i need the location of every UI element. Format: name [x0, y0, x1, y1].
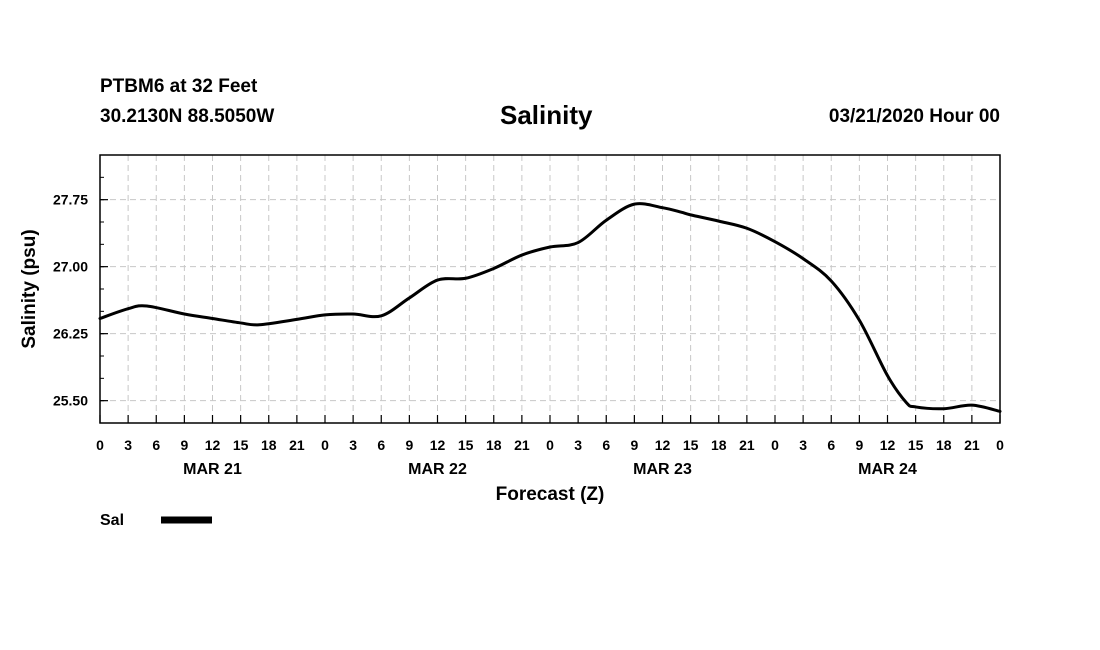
x-tick-label: 3 [799, 437, 807, 453]
y-tick-label: 26.25 [53, 326, 88, 342]
x-tick-label: 9 [630, 437, 638, 453]
series-group [98, 202, 1002, 413]
x-tick-label: 9 [855, 437, 863, 453]
x-tick-label: 12 [880, 437, 896, 453]
x-tick-label: 6 [377, 437, 385, 453]
x-axis-label: Forecast (Z) [496, 484, 605, 505]
x-tick-label: 0 [996, 437, 1004, 453]
x-tick-label: 15 [683, 437, 699, 453]
x-tick-label: 18 [711, 437, 727, 453]
x-tick-label: 0 [321, 437, 329, 453]
run-time-label: 03/21/2020 Hour 00 [828, 106, 1000, 127]
x-tick-label: 18 [261, 437, 277, 453]
x-tick-label: 9 [180, 437, 188, 453]
x-tick-label: 6 [827, 437, 835, 453]
y-tick-label: 27.00 [53, 259, 88, 275]
day-label: MAR 23 [633, 461, 692, 478]
x-tick-label: 12 [430, 437, 446, 453]
x-tick-label: 15 [908, 437, 924, 453]
x-tick-label: 0 [546, 437, 554, 453]
x-tick-label: 15 [458, 437, 474, 453]
x-tick-label: 0 [771, 437, 779, 453]
day-label: MAR 24 [858, 461, 917, 478]
x-tick-label: 21 [739, 437, 755, 453]
x-tick-label: 21 [514, 437, 530, 453]
x-tick-label: 6 [152, 437, 160, 453]
y-tick-label: 25.50 [53, 393, 88, 409]
x-tick-label: 3 [124, 437, 132, 453]
location-label: 30.2130N 88.5050W [100, 106, 275, 127]
x-tick-label: 9 [405, 437, 413, 453]
chart-title: Salinity [500, 100, 593, 130]
x-tick-label: 21 [964, 437, 980, 453]
x-tick-label: 15 [233, 437, 249, 453]
x-axis: 0 3 6 9 12 15 18 21 0 3 6 9 12 15 18 21 0 3 6 9 12 15 18 21 0 3 6 9… [96, 415, 1004, 453]
day-label: MAR 22 [408, 461, 467, 478]
y-axis-label: Salinity (psu) [19, 229, 40, 348]
day-label: MAR 21 [183, 461, 242, 478]
x-tick-label: 12 [655, 437, 671, 453]
grid-lines [100, 155, 1000, 423]
legend: Sal [100, 512, 212, 529]
x-tick-label: 18 [486, 437, 502, 453]
x-tick-label: 12 [205, 437, 221, 453]
x-tick-label: 0 [96, 437, 104, 453]
x-tick-label: 3 [349, 437, 357, 453]
x-tick-label: 18 [936, 437, 952, 453]
x-tick-label: 3 [574, 437, 582, 453]
x-tick-label: 21 [289, 437, 305, 453]
y-tick-label: 27.75 [53, 192, 88, 208]
day-labels: MAR 21 MAR 22 MAR 23 MAR 24 [183, 461, 917, 478]
series-line-sal [98, 202, 1002, 413]
legend-label: Sal [100, 512, 124, 529]
station-label: PTBM6 at 32 Feet [100, 76, 258, 97]
y-axis: 25.50 26.25 27.00 27.75 [53, 154, 108, 424]
x-tick-label: 6 [602, 437, 610, 453]
